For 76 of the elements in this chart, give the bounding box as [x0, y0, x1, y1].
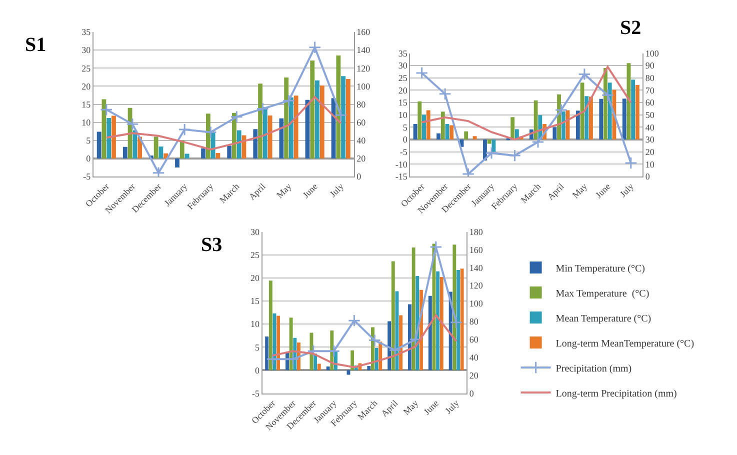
y-tick-label: 10 [398, 110, 408, 120]
y2-tick-label: 70 [645, 85, 655, 96]
y-tick-label: 0 [402, 134, 408, 145]
legend-label: Max Temperature (°C) [556, 288, 650, 300]
y-tick-label: 5 [402, 122, 408, 132]
y2-tick-label: 10 [645, 159, 655, 170]
y2-tick-label: 60 [645, 98, 655, 108]
y2-tick-label: 0 [645, 172, 650, 182]
y2-tick-label: 80 [645, 73, 655, 84]
y-tick-label: 25 [82, 63, 92, 74]
y-tick-label: 25 [250, 250, 260, 260]
x-tick-label: June [422, 398, 440, 417]
chart-title: S1 [25, 34, 46, 56]
x-tick-label: May [570, 180, 590, 200]
y2-tick-label: 180 [469, 226, 484, 237]
y2-tick-label: 40 [469, 352, 479, 363]
y2-tick-label: 120 [469, 280, 484, 291]
y2-tick-label: 50 [645, 110, 655, 120]
chart-title: S3 [201, 234, 222, 256]
y2-tick-label: 140 [469, 262, 484, 273]
y2-tick-label: 160 [356, 27, 371, 38]
y2-tick-label: 120 [356, 63, 371, 74]
y2-tick-label: 40 [356, 136, 366, 146]
y-tick-label: -5 [400, 147, 408, 157]
y-tick-label: -5 [252, 388, 260, 398]
y-tick-label: 30 [250, 226, 260, 237]
y2-tick-label: 100 [356, 81, 371, 92]
y2-tick-label: 0 [469, 388, 474, 398]
x-tick-label: June [594, 181, 612, 200]
y-tick-label: -5 [83, 172, 92, 182]
y2-tick-label: 140 [356, 45, 371, 56]
x-tick-label: July [443, 398, 462, 416]
y2-tick-label: 80 [469, 316, 479, 327]
y2-tick-label: 60 [356, 117, 366, 128]
y-tick-label: -15 [395, 172, 408, 182]
legend-label: Long-term Precipitation (mm) [556, 388, 677, 400]
y-tick-label: 5 [86, 136, 92, 146]
legend-label: Precipitation (mm) [556, 363, 632, 374]
y2-tick-label: 100 [469, 298, 484, 309]
y-tick-label: 35 [398, 48, 408, 58]
y-tick-label: 25 [398, 73, 408, 84]
chart-title: S2 [620, 17, 642, 39]
y2-tick-label: 100 [645, 48, 660, 58]
y-tick-label: 15 [250, 296, 260, 306]
y-tick-label: 5 [255, 342, 260, 352]
y2-tick-label: 20 [645, 147, 655, 157]
y-tick-label: 0 [255, 365, 260, 376]
y-tick-label: -10 [395, 159, 408, 170]
y2-tick-label: 40 [645, 122, 655, 132]
y-tick-label: 20 [82, 81, 92, 92]
y-tick-label: 30 [82, 45, 92, 56]
y2-tick-label: 0 [356, 172, 362, 182]
x-tick-label: July [328, 180, 346, 200]
y-tick-label: 15 [82, 99, 92, 110]
x-tick-label: July [618, 180, 636, 200]
y-tick-label: 20 [250, 273, 260, 284]
y2-tick-label: 20 [469, 370, 479, 380]
y-tick-label: 20 [398, 85, 408, 96]
y2-tick-label: 60 [469, 334, 479, 345]
y-tick-label: 15 [398, 98, 408, 108]
legend-label: Min Temperature (°C) [556, 263, 646, 274]
y-tick-label: 35 [82, 27, 92, 38]
y2-tick-label: 20 [356, 154, 366, 164]
y2-tick-label: 80 [356, 99, 366, 110]
y2-tick-label: 160 [469, 244, 484, 255]
y-tick-label: 30 [398, 60, 408, 71]
x-tick-label: May [274, 180, 294, 200]
y2-tick-label: 30 [645, 134, 655, 145]
y-tick-label: 0 [86, 154, 92, 164]
y2-tick-label: 90 [645, 60, 655, 71]
legend-label: Mean Temperature (°C) [556, 313, 652, 324]
y-tick-label: 10 [82, 117, 92, 128]
legend-label: Long-term MeanTemperature (°C) [556, 338, 694, 350]
y-tick-label: 10 [250, 319, 260, 330]
x-tick-label: June [300, 181, 320, 200]
x-tick-label: May [401, 398, 420, 417]
